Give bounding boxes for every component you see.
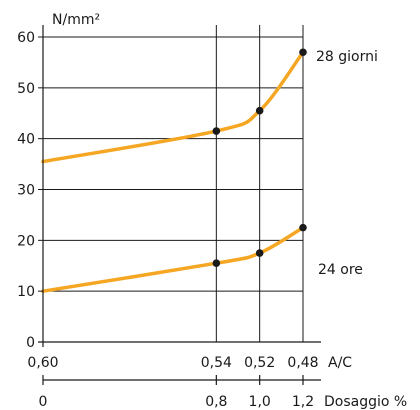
- series-line-1: [41, 225, 305, 293]
- data-point-1-2: [255, 249, 264, 257]
- ac-tick-label-2: 0,52: [244, 355, 275, 371]
- y-tick-label-50: 50: [17, 81, 35, 97]
- grid: [42, 25, 304, 343]
- dosage-tick-label-2: 1,0: [249, 394, 271, 410]
- dosage-tick-label-0: 0: [39, 394, 48, 410]
- data-point-0-2: [255, 106, 264, 115]
- y-tick-label-10: 10: [17, 284, 35, 300]
- data-point-1-3: [299, 223, 307, 232]
- y-tick-label-20: 20: [17, 233, 35, 249]
- ac-tick-label-0: 0,60: [27, 355, 58, 371]
- series-lines: [41, 50, 305, 293]
- data-point-0-3: [299, 48, 307, 57]
- series-label-24-ore: 24 ore: [318, 262, 363, 278]
- ac-tick-label-3: 0,48: [287, 355, 318, 371]
- y-tick-label-60: 60: [17, 30, 35, 46]
- series-line-0: [41, 50, 305, 164]
- dosage-tick-label-1: 0,8: [205, 394, 227, 410]
- ac-tick-label-1: 0,54: [201, 355, 232, 371]
- data-point-1-1: [212, 259, 221, 268]
- ac-axis-label: A/C: [328, 355, 352, 371]
- series-label-28-giorni: 28 giorni: [316, 49, 378, 65]
- y-tick-label-0: 0: [26, 335, 35, 351]
- dosage-axis-label: Dosaggio %: [324, 394, 407, 410]
- y-tick-label-30: 30: [17, 183, 35, 199]
- y-tick-label-40: 40: [17, 132, 35, 148]
- y-axis-label: N/mm²: [52, 12, 100, 28]
- markers: [212, 48, 307, 268]
- axes: 0 10 20 30 40 50 60 0,60 0,54 0,52 0,48 0 0,8 1,0 1,2: [17, 25, 321, 410]
- data-point-0-1: [212, 127, 221, 135]
- dosage-tick-label-3: 1,2: [292, 394, 314, 410]
